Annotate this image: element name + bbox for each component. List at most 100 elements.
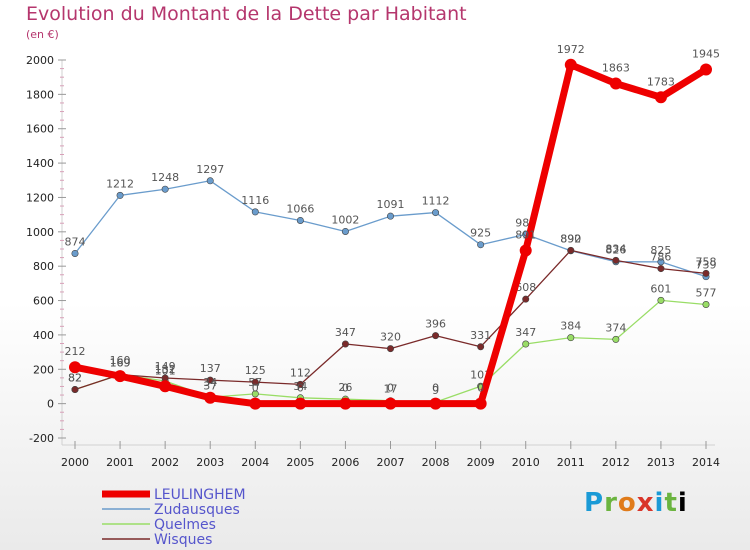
data-label: 1972 [557,43,585,56]
series-line-leulinghem [71,61,710,408]
data-point [657,265,665,273]
x-tick-label: 2002 [151,456,179,469]
data-label: 1066 [286,202,314,215]
y-tick-label: 400 [33,329,54,342]
data-label: 0 [387,382,394,395]
data-label: 0 [342,382,349,395]
y-tick-label: 800 [33,260,54,273]
data-label: 1248 [151,171,179,184]
data-point [700,63,712,76]
data-label: 1112 [422,195,450,208]
data-point [432,332,440,340]
x-tick-label: 2008 [422,456,450,469]
data-label: 890 [560,233,581,246]
data-label: 1863 [602,62,630,75]
data-label: 320 [380,331,401,344]
data-label: 374 [605,321,626,334]
data-point [296,216,304,224]
data-point [206,376,214,384]
data-point [161,185,169,193]
data-point [116,191,124,199]
data-label: 834 [605,242,626,255]
data-point [477,343,485,351]
data-label: 17 [384,383,398,396]
data-label: 0 [252,382,259,395]
data-label: 874 [65,235,86,248]
data-point [609,77,622,90]
data-point [386,345,394,353]
data-point [114,370,127,383]
data-point [477,241,485,249]
data-label: 1945 [692,47,720,60]
data-point [657,296,665,304]
data-label: 347 [515,326,536,339]
data-point [296,380,304,388]
data-label: 1297 [196,163,224,176]
y-tick-label: 600 [33,295,54,308]
data-label: 34 [203,376,217,389]
data-label: 892 [560,232,581,245]
data-label: 758 [696,255,717,268]
data-label: 149 [155,360,176,373]
data-label: 101 [155,364,176,377]
data-label: 125 [245,364,266,377]
data-label: 0 [432,382,439,395]
data-point [71,386,79,394]
data-point [249,397,262,410]
data-label: 160 [110,354,131,367]
data-label: 82 [68,372,82,385]
unit-label: (en €) [26,28,59,41]
data-label: 347 [335,326,356,339]
x-tick-label: 2012 [602,456,630,469]
data-point [206,177,214,185]
x-tick-label: 2001 [106,456,134,469]
data-label: 37 [203,379,217,392]
data-label: 132 [155,363,176,376]
data-label: 112 [290,366,311,379]
data-point [522,295,530,303]
data-label: 1116 [241,194,269,207]
data-point [567,246,575,254]
data-point [522,340,530,348]
data-point [341,227,349,235]
data-point [702,269,710,277]
legend-label-zudausques: Zudausques [154,502,240,518]
data-label: 1212 [106,177,134,190]
x-tick-label: 2003 [196,456,224,469]
data-label: 212 [65,345,86,358]
data-point [251,378,259,386]
data-label: 82 [68,372,82,385]
legend-label-leulinghem: LEULINGHEM [154,487,246,503]
data-label: 384 [560,320,581,333]
data-label: 826 [605,244,626,257]
data-label: 169 [110,357,131,370]
data-label: 925 [470,227,491,240]
data-point [159,380,172,393]
data-point [204,391,217,404]
data-point [386,212,394,220]
chart-title: Evolution du Montant de la Dette par Hab… [26,3,467,25]
y-tick-label: 0 [47,398,54,411]
data-point [251,390,259,398]
data-point [384,397,397,410]
data-label: 1091 [377,198,405,211]
y-tick-label: 1600 [26,123,54,136]
data-label: 739 [696,259,717,272]
data-label: 0 [477,382,484,395]
x-tick-label: 2009 [467,456,495,469]
y-tick-label: 1200 [26,191,54,204]
data-point [69,361,81,374]
y-tick-label: 1400 [26,157,54,170]
x-tick-label: 2014 [692,456,720,469]
data-label: 0 [297,382,304,395]
data-point [432,209,440,217]
data-label: 26 [338,381,352,394]
data-label: 786 [650,251,671,264]
x-tick-label: 2007 [377,456,405,469]
data-label: 1002 [331,213,359,226]
x-tick-label: 2013 [647,456,675,469]
y-tick-label: 1800 [26,88,54,101]
x-tick-label: 2000 [61,456,89,469]
data-point [474,397,487,410]
